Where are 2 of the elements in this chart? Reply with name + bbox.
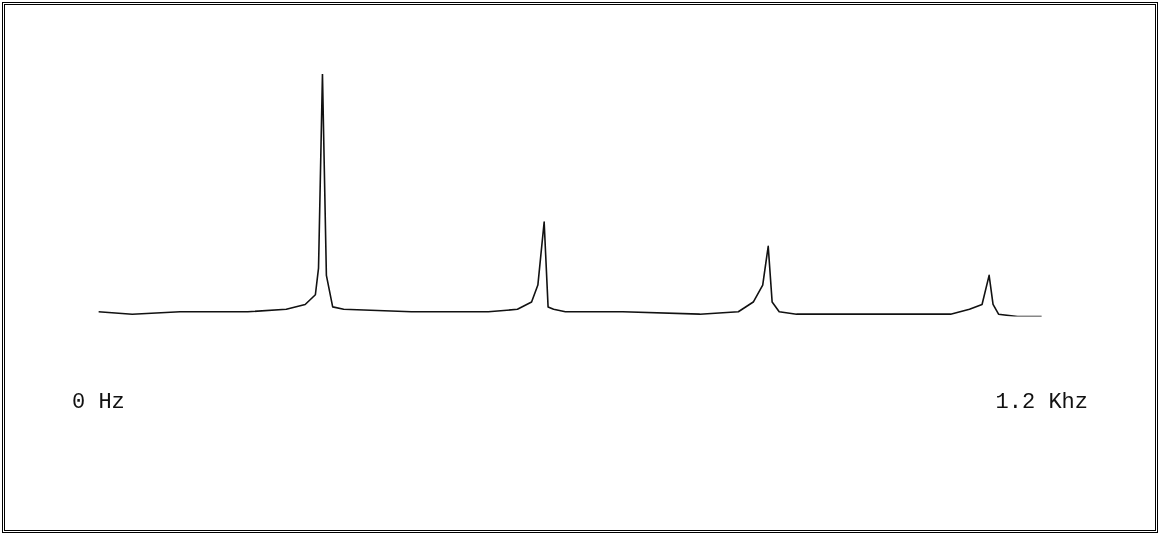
x-tick-label: 1.2 Khz — [995, 389, 1088, 415]
x-tick-label: 0 Hz — [72, 389, 125, 415]
